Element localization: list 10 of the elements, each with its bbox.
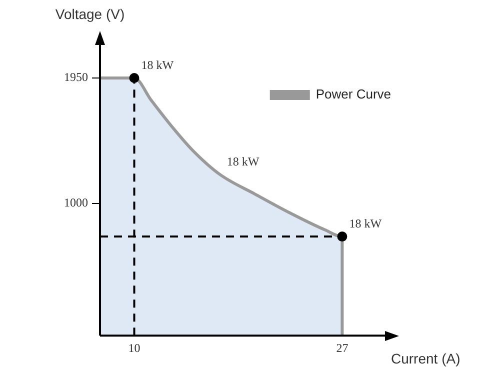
legend-label: Power Curve [316, 86, 392, 102]
x-tick-label: 27 [336, 340, 348, 355]
annotation: 18 kW [141, 58, 174, 72]
annotation: 18 kW [349, 216, 382, 231]
y-tick-label: 1000 [64, 196, 88, 210]
y-tick-label: 1950 [64, 70, 88, 84]
annotation: 18 kW [226, 154, 260, 169]
y-axis-title: Voltage (V) [55, 6, 125, 22]
x-axis-title: Current (A) [391, 350, 460, 366]
x-tick-label: 10 [128, 340, 140, 355]
